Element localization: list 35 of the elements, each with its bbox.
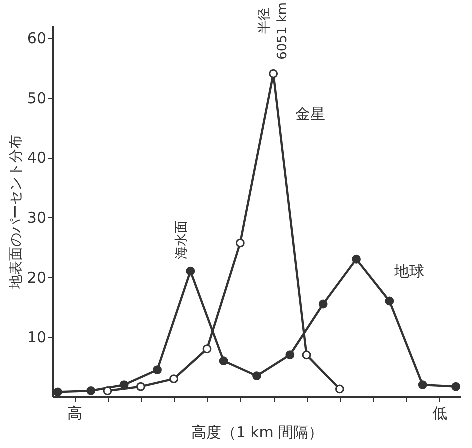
y-axis-title: 地表面のパーセント分布	[8, 135, 24, 290]
point	[186, 266, 196, 276]
annotation: 海水面	[174, 220, 190, 260]
point	[252, 372, 262, 381]
x-axis-title: 高度（1 km 間隔）	[191, 424, 324, 442]
series-label: 地球	[394, 262, 425, 280]
point	[202, 344, 212, 354]
point	[385, 296, 394, 306]
point	[318, 300, 328, 309]
y-tick-label: 20	[27, 268, 46, 287]
point	[286, 350, 295, 360]
y-tick-label: 10	[27, 328, 46, 347]
point	[352, 254, 361, 264]
point	[103, 386, 112, 396]
y-tick-label: 30	[27, 208, 46, 227]
point	[236, 238, 245, 248]
point	[418, 380, 428, 390]
y-tick-label: 40	[27, 149, 46, 168]
point	[153, 366, 162, 375]
point	[219, 356, 228, 366]
point	[54, 388, 62, 397]
y-tick-label: 60	[27, 29, 46, 48]
point	[269, 69, 278, 78]
x-tick-label: 低	[432, 404, 448, 422]
y-tick-label: 50	[27, 89, 46, 108]
annotation: 半径	[258, 8, 273, 34]
x-tick-label: 高	[68, 404, 83, 422]
series-label: 金星	[296, 104, 326, 123]
point	[136, 382, 146, 392]
point	[452, 382, 460, 392]
point	[170, 374, 179, 384]
point	[302, 350, 312, 360]
point	[86, 386, 96, 396]
point	[335, 384, 344, 394]
annotation: 6051 km	[276, 2, 291, 60]
